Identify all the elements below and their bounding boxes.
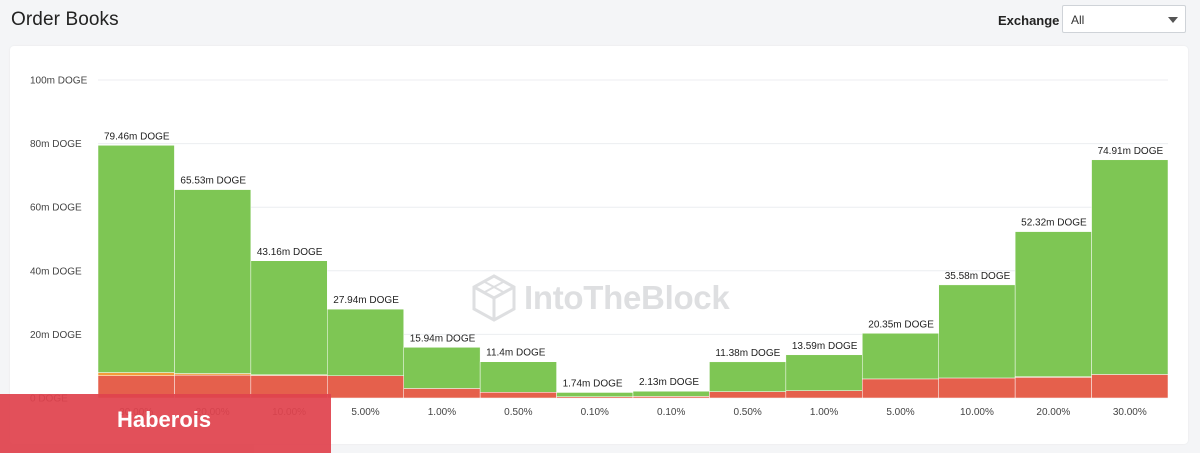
bar-data-label: 1.74m DOGE <box>563 378 623 389</box>
exchange-select-value: All <box>1071 13 1085 27</box>
bar-segment <box>403 347 481 389</box>
haberois-banner: Haberois <box>0 394 331 453</box>
bar-segment <box>1091 374 1169 399</box>
bar-data-label: 11.4m DOGE <box>486 348 546 359</box>
x-tick-label: 0.50% <box>733 407 761 418</box>
page-title: Order Books <box>11 9 119 30</box>
bar-data-label: 11.38m DOGE <box>715 348 780 359</box>
bar-data-label: 2.13m DOGE <box>639 377 699 388</box>
bar-segment <box>632 390 710 397</box>
bar-segment <box>1014 231 1092 377</box>
x-tick-label: 30.00% <box>1113 407 1147 418</box>
chevron-down-icon <box>1168 17 1178 23</box>
watermark-text: IntoTheBlock <box>524 279 730 316</box>
x-tick-label: 1.00% <box>810 407 838 418</box>
haberois-banner-text: Haberois <box>117 407 212 432</box>
bar-data-label: 27.94m DOGE <box>333 295 399 306</box>
bar-segment <box>250 260 328 376</box>
bar-segment <box>556 392 634 397</box>
bar-segment <box>785 390 863 399</box>
bar-segment <box>1014 377 1092 399</box>
bar-data-label: 65.53m DOGE <box>180 176 246 187</box>
bar-segment <box>327 375 404 399</box>
bar-segment <box>938 377 1016 399</box>
bar-segment <box>479 361 557 393</box>
bar-segment <box>97 372 175 376</box>
bar-data-label: 43.16m DOGE <box>257 247 323 258</box>
y-tick-label: 40m DOGE <box>30 266 82 277</box>
bar-segment <box>97 145 175 373</box>
bar-segment <box>785 354 863 391</box>
bar-data-label: 15.94m DOGE <box>410 333 476 344</box>
bar-segment <box>479 392 557 399</box>
cube-logo-icon <box>472 274 516 322</box>
bar-data-label: 52.32m DOGE <box>1021 218 1087 229</box>
exchange-label: Exchange <box>998 13 1060 28</box>
bar-segment <box>862 378 939 399</box>
bar-segment <box>1091 159 1169 375</box>
x-tick-label: 10.00% <box>960 407 994 418</box>
watermark: IntoTheBlock <box>472 272 730 324</box>
x-tick-label: 0.50% <box>504 407 532 418</box>
y-tick-label: 20m DOGE <box>30 330 82 341</box>
y-tick-label: 60m DOGE <box>30 203 82 214</box>
bar-segment <box>862 333 939 380</box>
x-tick-label: 0.10% <box>657 407 685 418</box>
bar-segment <box>938 284 1016 379</box>
exchange-select[interactable]: All <box>1062 5 1186 33</box>
bar-segment <box>174 189 252 374</box>
bar-data-label: 74.91m DOGE <box>1098 146 1164 157</box>
y-tick-label: 80m DOGE <box>30 139 82 150</box>
bar-data-label: 79.46m DOGE <box>104 131 170 142</box>
bar-data-label: 13.59m DOGE <box>792 341 858 352</box>
bar-data-label: 20.35m DOGE <box>868 319 934 330</box>
bar-data-label: 35.58m DOGE <box>945 271 1011 282</box>
x-tick-label: 5.00% <box>351 407 379 418</box>
y-tick-label: 100m DOGE <box>30 76 88 87</box>
bar-segment <box>403 388 481 399</box>
bar-segment <box>709 361 787 392</box>
bar-segment <box>327 308 404 376</box>
bar-segment <box>709 391 787 399</box>
x-tick-label: 1.00% <box>428 407 456 418</box>
x-tick-label: 20.00% <box>1036 407 1070 418</box>
x-tick-label: 0.10% <box>581 407 609 418</box>
x-tick-label: 5.00% <box>886 407 914 418</box>
